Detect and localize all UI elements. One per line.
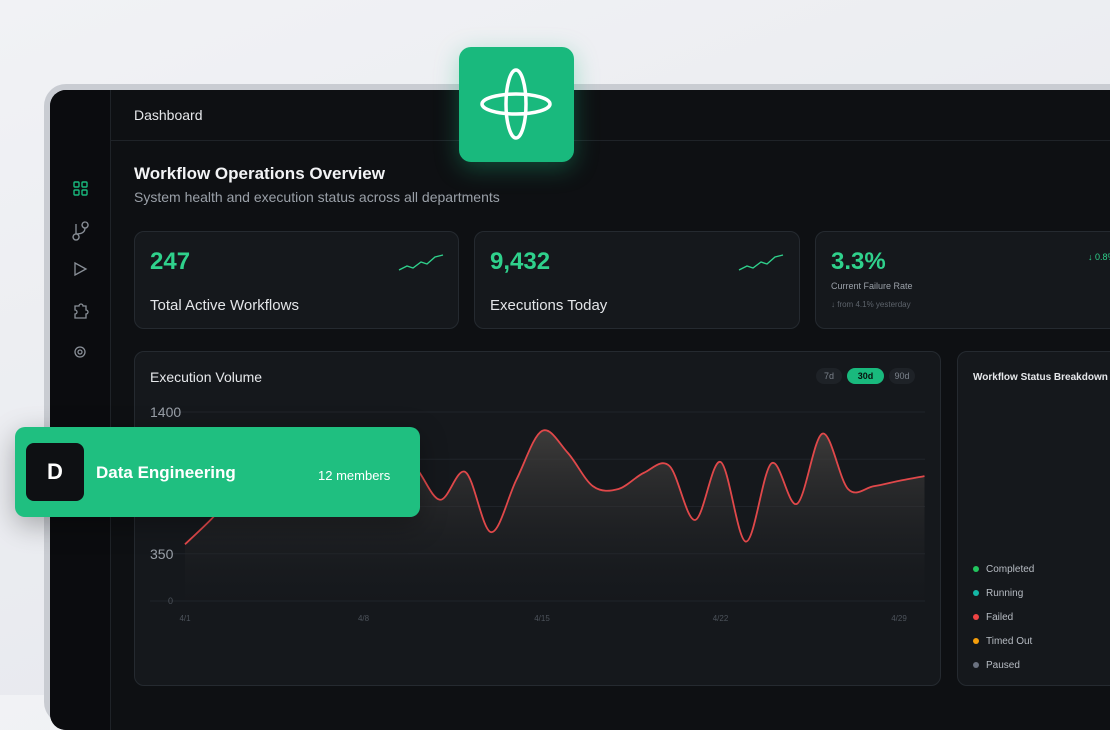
logo-icon xyxy=(480,68,552,140)
legend-label: Paused xyxy=(986,659,1020,671)
range-button[interactable]: 7d xyxy=(816,368,842,384)
overview-subtitle: System health and execution status acros… xyxy=(134,189,500,205)
nav-dashboard[interactable] xyxy=(73,181,88,196)
nav-settings[interactable] xyxy=(74,346,86,358)
stat-value: 9,432 xyxy=(490,248,551,275)
stat-change: ↓ 0.8% xyxy=(1088,252,1110,262)
legend-dot xyxy=(973,638,979,644)
stat-note: ↓ from 4.1% yesterday xyxy=(831,300,911,309)
sparkline xyxy=(738,254,784,271)
legend-item: Timed Out xyxy=(973,629,1034,653)
range-selector: 7d 30d 90d xyxy=(816,368,915,384)
legend-label: Completed xyxy=(986,563,1035,575)
sidebar xyxy=(50,90,111,730)
nav-workflows[interactable] xyxy=(72,221,89,241)
legend-dot xyxy=(973,662,979,668)
x-tick-label: 4/1 xyxy=(179,614,191,623)
status-title: Workflow Status Breakdown xyxy=(973,372,1108,383)
team-name: Data Engineering xyxy=(96,463,236,482)
stat-card: 247 Total Active Workflows xyxy=(134,231,459,329)
x-tick-label: 4/22 xyxy=(713,614,729,623)
chart-title: Execution Volume xyxy=(150,369,263,385)
stat-label: Current Failure Rate xyxy=(831,281,913,291)
y-tick-label: 350 xyxy=(150,546,174,562)
legend-label: Timed Out xyxy=(986,635,1033,647)
range-button[interactable]: 30d xyxy=(847,368,884,384)
x-tick-label: 4/15 xyxy=(534,614,550,623)
nav-integrations[interactable] xyxy=(74,303,89,319)
stat-card: 3.3% Current Failure Rate ↓ from 4.1% ye… xyxy=(815,231,1110,329)
x-tick-label: 4/29 xyxy=(891,614,907,623)
top-bar: Dashboard xyxy=(111,90,1110,141)
legend-item: Completed xyxy=(973,557,1034,581)
x-tick-label: 4/8 xyxy=(358,614,370,623)
sidebar-icons xyxy=(72,181,89,358)
team-card[interactable]: D Data Engineering 12 members xyxy=(15,427,420,517)
stat-label: Executions Today xyxy=(490,297,608,314)
legend-item: Failed xyxy=(973,605,1034,629)
status-panel: Workflow Status Breakdown Completed Runni… xyxy=(957,351,1110,686)
legend-dot xyxy=(973,614,979,620)
range-button[interactable]: 90d xyxy=(889,368,915,384)
legend-item: Running xyxy=(973,581,1034,605)
status-legend: Completed Running Failed Timed Out Paused xyxy=(973,557,1034,677)
stat-value: 3.3% xyxy=(831,248,886,275)
stat-card: 9,432 Executions Today xyxy=(474,231,800,329)
app-logo xyxy=(459,47,574,162)
stat-value: 247 xyxy=(150,248,191,275)
legend-label: Running xyxy=(986,587,1024,599)
sparkline xyxy=(398,254,444,271)
page-title: Dashboard xyxy=(134,107,203,123)
legend-dot xyxy=(973,590,979,596)
legend-dot xyxy=(973,566,979,572)
stat-label: Total Active Workflows xyxy=(150,297,299,314)
team-avatar: D xyxy=(26,443,84,501)
nav-runs[interactable] xyxy=(74,261,88,277)
y-tick-label: 0 xyxy=(168,596,173,606)
legend-label: Failed xyxy=(986,611,1014,623)
overview-title: Workflow Operations Overview xyxy=(134,164,385,183)
app-window: Dashboard Workflow Operations Overview S… xyxy=(50,90,1110,730)
team-members: 12 members xyxy=(318,468,391,483)
y-tick-label: 1400 xyxy=(150,404,181,420)
legend-item: Paused xyxy=(973,653,1034,677)
